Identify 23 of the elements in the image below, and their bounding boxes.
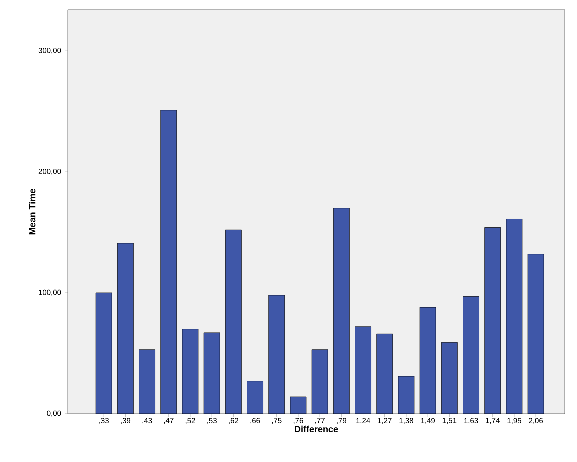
bar xyxy=(420,307,436,414)
bar xyxy=(441,342,458,414)
bar xyxy=(506,219,523,414)
bar xyxy=(160,110,178,414)
bar xyxy=(312,350,328,414)
bar xyxy=(333,208,350,414)
bar xyxy=(204,332,220,414)
bar xyxy=(290,396,307,414)
bar xyxy=(484,228,502,414)
y-axis-title: Mean Time xyxy=(29,189,36,235)
bar xyxy=(528,254,544,414)
bar xyxy=(182,329,199,414)
bar xyxy=(355,326,372,414)
bar xyxy=(225,230,242,414)
bar xyxy=(117,243,134,414)
bar xyxy=(96,292,112,414)
x-axis-title: Difference xyxy=(295,426,338,433)
bar xyxy=(463,296,480,414)
bar xyxy=(268,295,286,414)
bar xyxy=(376,334,394,414)
bar xyxy=(398,376,415,414)
bar xyxy=(247,381,264,414)
bar xyxy=(139,350,156,414)
